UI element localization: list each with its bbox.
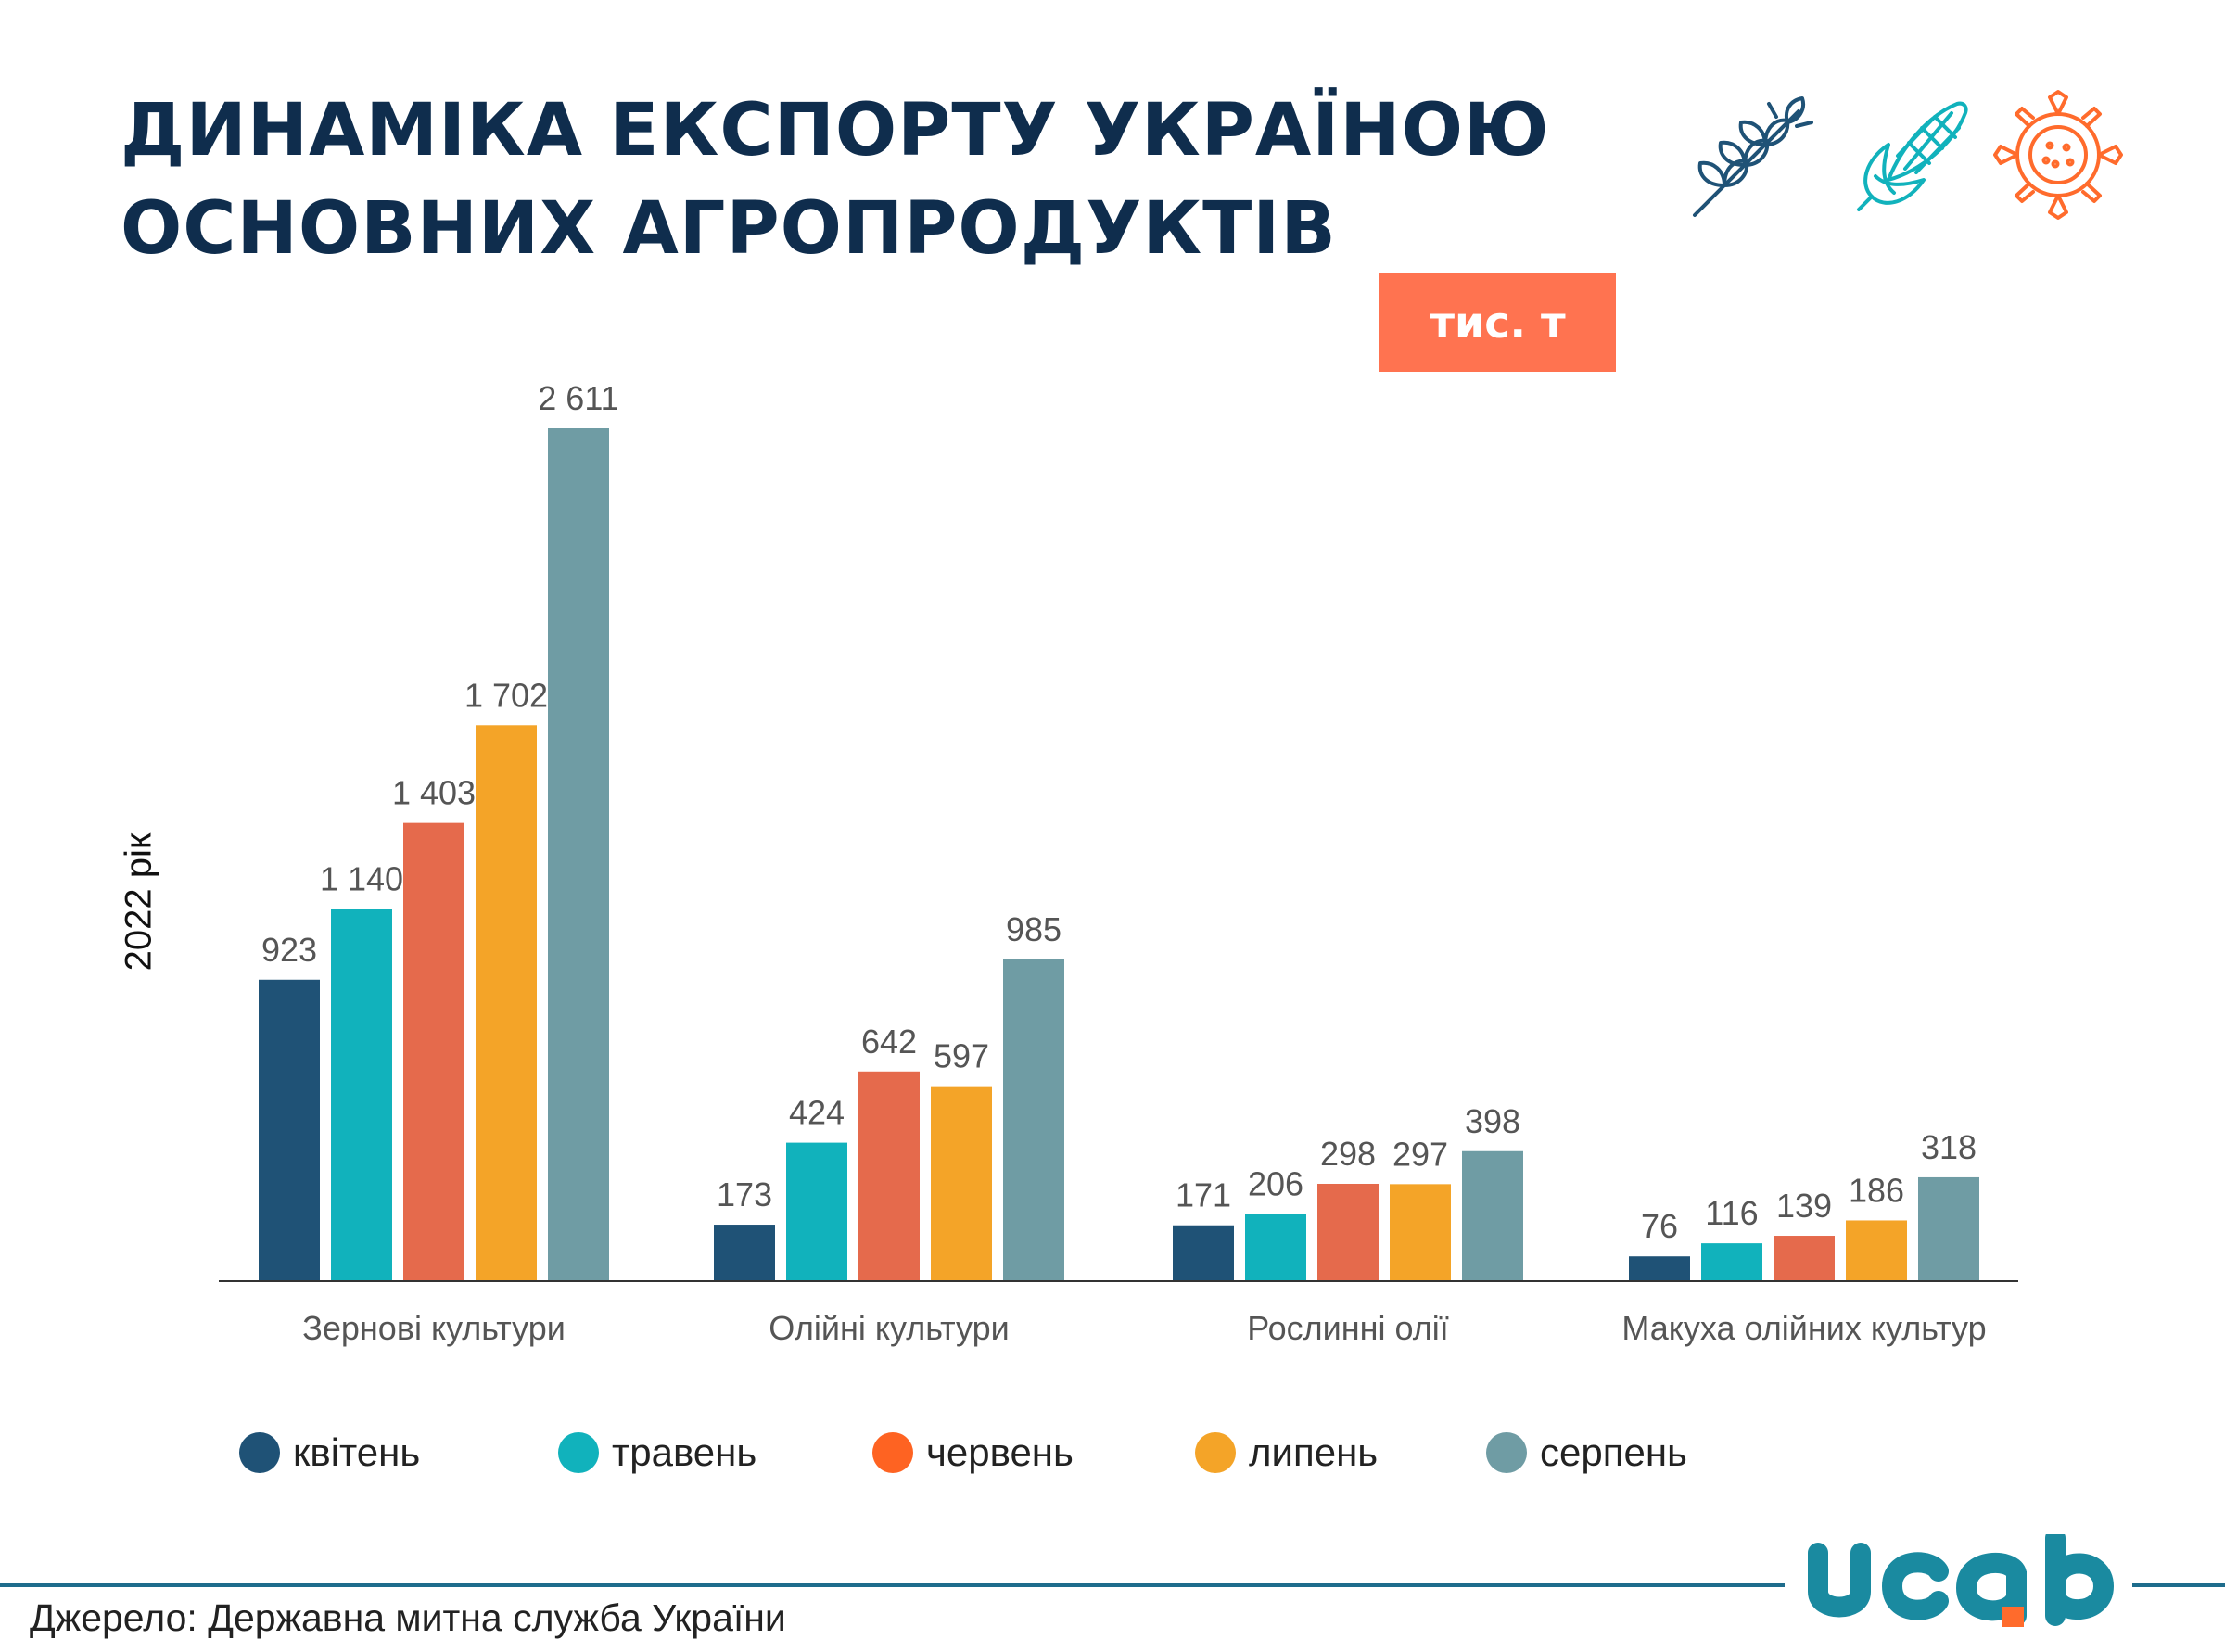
data-label-1-3: 597 [934,1037,989,1075]
bar-2-1 [1245,1214,1306,1281]
data-label-0-1: 1 140 [320,859,403,897]
corn-icon [1857,101,1968,211]
bar-0-2 [403,822,464,1281]
category-label-0: Зернові культури [302,1309,566,1347]
data-label-0-0: 923 [261,931,317,969]
legend-label-1: травень [612,1430,757,1474]
legend-swatch-3 [1195,1432,1236,1473]
category-label-1: Олійні культури [769,1309,1010,1347]
sunflower-icon [1993,90,2123,220]
data-label-0-2: 1 403 [392,774,476,812]
legend-label-3: липень [1249,1430,1379,1474]
bar-2-4 [1462,1150,1523,1281]
page-title: ДИНАМІКА ЕКСПОРТУ УКРАЇНОЮ ОСНОВНИХ АГРО… [121,82,1549,278]
data-label-2-2: 298 [1320,1135,1376,1173]
data-label-3-3: 186 [1849,1171,1904,1209]
footer-line-right [2132,1583,2225,1587]
ucab-logo [1808,1534,2115,1627]
data-label-2-1: 206 [1248,1164,1303,1202]
legend-item-2: червень [872,1430,1074,1475]
data-label-0-3: 1 702 [464,676,548,714]
bar-1-1 [786,1142,847,1281]
legend-item-0: квітень [239,1430,420,1475]
legend-label-4: серпень [1540,1430,1687,1474]
bar-3-4 [1918,1176,1979,1281]
footer-line-left [0,1583,1785,1587]
bar-1-2 [858,1071,920,1281]
wheat-icon [1693,96,1813,217]
bar-1-4 [1003,959,1064,1281]
legend: квітень травень червень липень серпень [0,1430,2225,1486]
bar-2-2 [1317,1183,1379,1281]
data-label-1-1: 424 [789,1094,845,1132]
legend-item-4: серпень [1486,1430,1687,1475]
bar-3-2 [1774,1236,1835,1281]
bar-1-3 [931,1086,992,1281]
data-label-3-0: 76 [1641,1207,1678,1245]
data-label-1-2: 642 [861,1023,917,1061]
source-text: Джерело: Державна митна служба України [30,1596,786,1639]
legend-label-0: квітень [293,1430,421,1474]
data-label-3-4: 318 [1921,1128,1977,1166]
category-labels: Зернові культури Олійні культури Рослинні … [302,1309,1987,1347]
category-label-2: Рослинні олії [1247,1309,1449,1347]
bar-0-1 [331,909,392,1281]
legend-swatch-0 [239,1432,280,1473]
bar-2-0 [1173,1225,1234,1281]
category-label-3: Макуха олійних культур [1621,1309,1986,1347]
bar-0-0 [259,979,320,1281]
data-label-3-2: 139 [1776,1187,1832,1225]
data-label-1-4: 985 [1006,910,1062,948]
legend-swatch-2 [872,1432,913,1473]
bar-1-0 [714,1225,775,1281]
data-label-1-0: 173 [717,1175,772,1214]
unit-badge: тис. т [1380,273,1616,372]
legend-swatch-4 [1486,1432,1527,1473]
bar-0-4 [548,428,609,1281]
data-label-2-4: 398 [1465,1102,1520,1140]
bar-3-0 [1629,1256,1690,1281]
legend-swatch-1 [558,1432,599,1473]
data-label-0-4: 2 611 [538,379,618,417]
legend-label-2: червень [926,1430,1074,1474]
bar-3-3 [1846,1220,1907,1281]
legend-item-3: липень [1195,1430,1378,1475]
title-line-2: ОСНОВНИХ АГРОПРОДУКТІВ [121,187,1337,271]
data-label-3-1: 116 [1705,1194,1758,1232]
bar-2-3 [1390,1184,1451,1281]
title-line-1: ДИНАМІКА ЕКСПОРТУ УКРАЇНОЮ [121,89,1550,172]
legend-item-1: травень [558,1430,756,1475]
data-label-2-3: 297 [1392,1135,1448,1173]
bar-0-3 [476,725,537,1281]
data-label-2-0: 171 [1176,1176,1231,1214]
bar-3-1 [1701,1243,1762,1281]
